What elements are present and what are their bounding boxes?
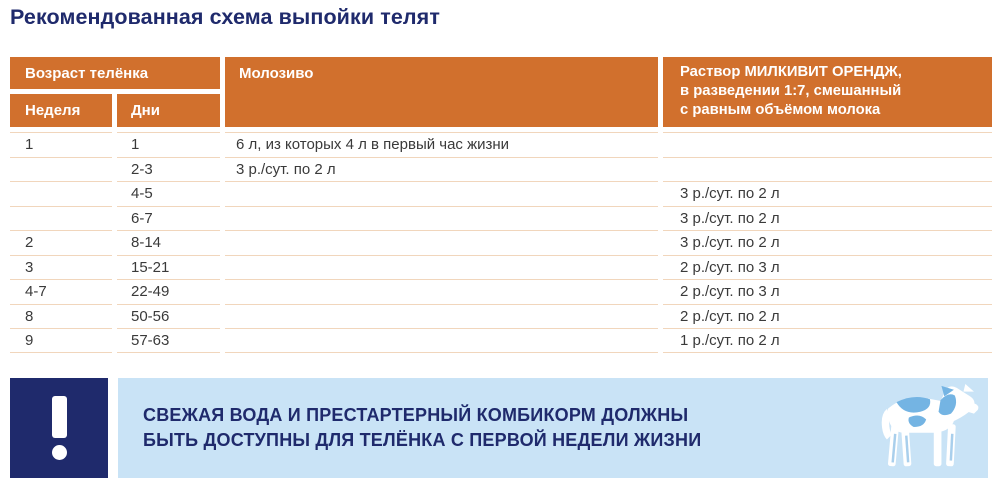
note-box: СВЕЖАЯ ВОДА И ПРЕСТАРТЕРНЫЙ КОМБИКОРМ ДО… bbox=[118, 378, 988, 478]
cell-days: 2-3 bbox=[117, 156, 220, 182]
header-solution: Раствор МИЛКИВИТ ОРЕНДЖ, в разведении 1:… bbox=[663, 57, 992, 127]
cell-solution bbox=[663, 156, 992, 182]
cell-solution: 3 р./сут. по 2 л bbox=[663, 181, 992, 206]
cell-colostrum bbox=[225, 254, 658, 280]
header-week: Неделя bbox=[10, 94, 112, 127]
cell-week: 8 bbox=[10, 303, 112, 329]
cell-colostrum: 6 л, из которых 4 л в первый час жизни bbox=[225, 132, 658, 157]
cell-colostrum: 3 р./сут. по 2 л bbox=[225, 156, 658, 182]
cell-solution bbox=[663, 132, 992, 157]
cell-week bbox=[10, 156, 112, 182]
exclamation-bar bbox=[51, 396, 67, 438]
cell-colostrum bbox=[225, 205, 658, 231]
cell-days: 15-21 bbox=[117, 254, 220, 280]
cell-colostrum bbox=[225, 279, 658, 304]
cell-colostrum bbox=[225, 230, 658, 255]
cell-days: 22-49 bbox=[117, 279, 220, 304]
header-colostrum: Молозиво bbox=[225, 57, 658, 127]
cell-days: 8-14 bbox=[117, 230, 220, 255]
cell-colostrum bbox=[225, 303, 658, 329]
cell-solution: 3 р./сут. по 2 л bbox=[663, 205, 992, 231]
cell-week: 1 bbox=[10, 132, 112, 157]
cell-week: 3 bbox=[10, 254, 112, 280]
note-text: СВЕЖАЯ ВОДА И ПРЕСТАРТЕРНЫЙ КОМБИКОРМ ДО… bbox=[118, 403, 877, 453]
cell-solution: 2 р./сут. по 3 л bbox=[663, 254, 992, 280]
cell-week bbox=[10, 181, 112, 206]
header-age: Возраст телёнка bbox=[10, 57, 220, 89]
calf-icon bbox=[881, 384, 979, 467]
cell-week: 9 bbox=[10, 328, 112, 353]
cell-days: 50-56 bbox=[117, 303, 220, 329]
exclamation-icon bbox=[10, 378, 108, 478]
page-title: Рекомендованная схема выпойки телят bbox=[10, 5, 440, 29]
cell-solution: 2 р./сут. по 2 л bbox=[663, 303, 992, 329]
cell-solution: 1 р./сут. по 2 л bbox=[663, 328, 992, 353]
cell-colostrum bbox=[225, 328, 658, 353]
cell-solution: 3 р./сут. по 2 л bbox=[663, 230, 992, 255]
table-header: Возраст телёнка Неделя Дни Молозиво Раст… bbox=[10, 57, 992, 127]
note-line-2: БЫТЬ ДОСТУПНЫ ДЛЯ ТЕЛЁНКА С ПЕРВОЙ НЕДЕЛ… bbox=[143, 430, 702, 450]
cell-solution: 2 р./сут. по 3 л bbox=[663, 279, 992, 304]
header-days: Дни bbox=[117, 94, 220, 127]
cell-days: 4-5 bbox=[117, 181, 220, 206]
cell-days: 1 bbox=[117, 132, 220, 157]
cell-week: 4-7 bbox=[10, 279, 112, 304]
cell-days: 57-63 bbox=[117, 328, 220, 353]
cell-week bbox=[10, 205, 112, 231]
table-body: 1 1 6 л, из которых 4 л в первый час жиз… bbox=[10, 132, 992, 353]
cell-week: 2 bbox=[10, 230, 112, 255]
exclamation-dot bbox=[51, 445, 67, 460]
cell-days: 6-7 bbox=[117, 205, 220, 231]
note-line-1: СВЕЖАЯ ВОДА И ПРЕСТАРТЕРНЫЙ КОМБИКОРМ ДО… bbox=[143, 405, 689, 426]
cell-colostrum bbox=[225, 181, 658, 206]
note-banner: СВЕЖАЯ ВОДА И ПРЕСТАРТЕРНЫЙ КОМБИКОРМ ДО… bbox=[10, 378, 988, 478]
